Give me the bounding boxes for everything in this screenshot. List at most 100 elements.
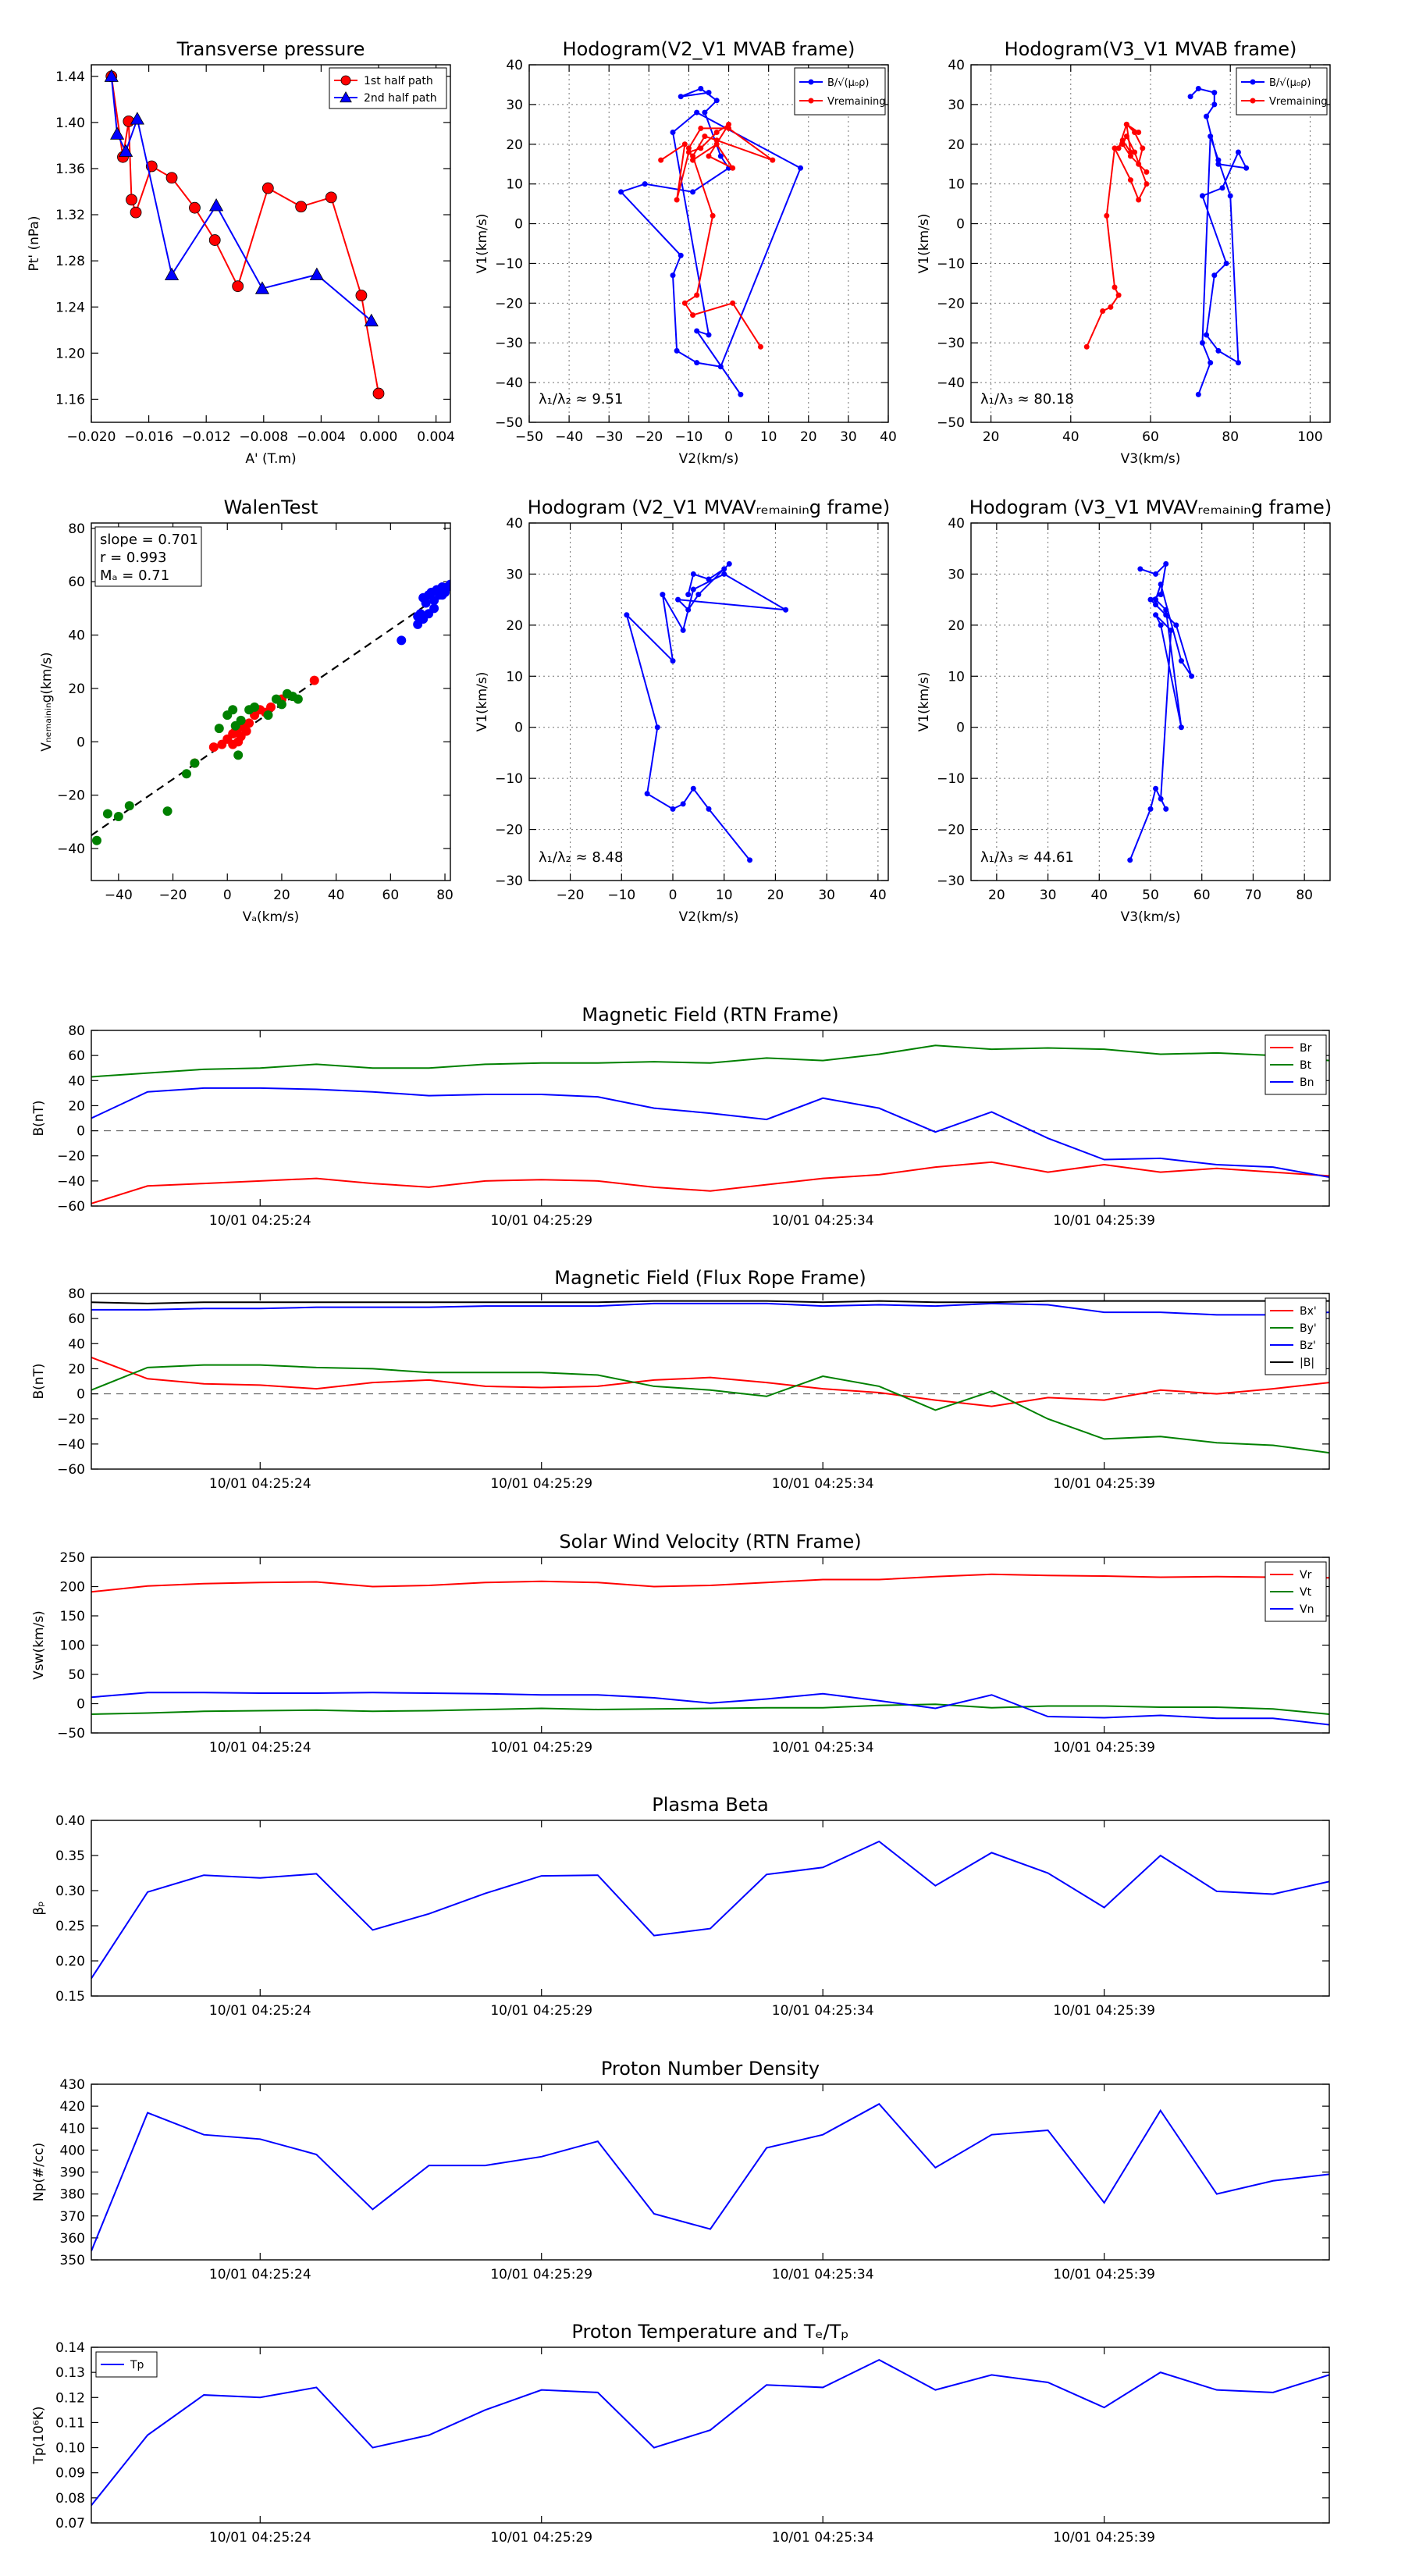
y-tick-label: −50 <box>937 415 965 431</box>
data-point <box>1189 673 1195 679</box>
chart-title: Hodogram (V2_V1 MVAVᵣₑₘₐᵢₙᵢₙg frame) <box>528 496 890 518</box>
data-point <box>293 694 303 704</box>
legend-marker <box>1250 98 1256 104</box>
y-tick-label: 80 <box>68 1023 85 1039</box>
y-tick-label: 20 <box>506 618 523 634</box>
data-point <box>730 300 736 306</box>
stats-line: slope = 0.701 <box>100 532 198 548</box>
data-point <box>1168 627 1174 633</box>
data-point <box>706 332 712 338</box>
series-line-1 <box>1129 561 1193 861</box>
data-point <box>1204 113 1210 119</box>
y-tick-label: 0.09 <box>55 2466 85 2482</box>
data-point <box>713 98 720 104</box>
eigenvalue-ratio: λ₁/λ₂ ≈ 9.51 <box>539 391 623 407</box>
legend-label: B/√(μ₀ρ) <box>1269 77 1311 89</box>
y-tick-label: 20 <box>68 681 85 697</box>
series-line-1 <box>619 87 802 395</box>
series-line-4 <box>91 1300 1329 1304</box>
x-tick-label: 10/01 04:25:34 <box>772 2530 874 2546</box>
data-point <box>1123 121 1129 127</box>
data-point <box>295 201 308 213</box>
data-point <box>1158 592 1164 598</box>
x-axis-label: Vₐ(km/s) <box>243 909 300 925</box>
data-point <box>254 281 270 294</box>
data-point <box>685 149 692 155</box>
plot-frame <box>91 1293 1330 1470</box>
plot-frame <box>91 2347 1330 2524</box>
eigenvalue-ratio: λ₁/λ₃ ≈ 44.61 <box>980 849 1074 866</box>
data-point <box>1243 165 1250 171</box>
x-tick-label: 40 <box>870 888 887 903</box>
data-point <box>1235 360 1241 366</box>
data-point <box>1104 212 1110 219</box>
solar-wind-velocity-panel: Solar Wind Velocity (RTN Frame) −50 0 50 100… <box>31 1531 1330 1756</box>
magnetic-field-flux-rope-panel: Magnetic Field (Flux Rope Frame) −60 −40 −2… <box>31 1267 1330 1492</box>
data-point <box>1199 340 1205 346</box>
x-tick-label: 80 <box>1222 429 1239 445</box>
chart-title: WalenTest <box>224 496 318 518</box>
data-point <box>1147 806 1154 812</box>
data-point <box>309 267 324 281</box>
y-tick-label: −40 <box>57 1437 85 1453</box>
legend-label: 1st half path <box>364 75 433 87</box>
y-tick-label: 370 <box>60 2209 85 2225</box>
plot-frame <box>528 522 889 881</box>
chart-title: Magnetic Field (RTN Frame) <box>582 1004 838 1026</box>
plot-content <box>624 560 789 863</box>
y-tick-label: 20 <box>948 137 965 153</box>
legend-label: Vt <box>1300 1586 1312 1599</box>
data-point <box>261 182 274 194</box>
y-tick-label: −10 <box>937 256 965 272</box>
data-point <box>1211 90 1218 96</box>
y-tick-label: 1.28 <box>55 254 85 269</box>
data-point <box>309 675 319 685</box>
plot-content <box>91 1573 1329 1726</box>
data-point <box>372 387 385 400</box>
data-point <box>685 592 692 598</box>
data-point <box>232 280 244 293</box>
data-point <box>1163 607 1169 613</box>
y-tick-label: 60 <box>68 1048 85 1064</box>
data-point <box>1153 602 1159 608</box>
y-tick-label: 0.12 <box>55 2390 85 2406</box>
data-point <box>1132 149 1138 155</box>
data-point <box>685 607 692 613</box>
y-tick-label: 0.07 <box>55 2516 85 2532</box>
data-point <box>421 598 431 608</box>
data-point <box>681 141 688 148</box>
y-tick-label: 0 <box>956 720 965 736</box>
data-point <box>1211 101 1218 108</box>
x-tick-label: 20 <box>800 429 817 445</box>
data-point <box>674 197 680 203</box>
data-point <box>124 801 134 811</box>
y-tick-label: 200 <box>60 1580 85 1596</box>
data-point <box>717 153 724 159</box>
data-point <box>244 718 254 728</box>
y-tick-label: 1.36 <box>55 162 85 177</box>
plot-content <box>91 1044 1329 1204</box>
y-tick-label: 40 <box>68 1336 85 1352</box>
chart-title: Hodogram(V2_V1 MVAB frame) <box>563 38 855 60</box>
data-point <box>1140 145 1146 151</box>
y-tick-label: 390 <box>60 2165 85 2181</box>
y-axis-label: Vₙₑₘₐᵢₙᵢₙg(km/s) <box>39 652 55 751</box>
plot-frame <box>91 64 451 423</box>
data-point <box>670 272 676 279</box>
x-axis-label: V2(km/s) <box>679 909 739 925</box>
legend-label: |B| <box>1300 1357 1314 1369</box>
stats-line: r = 0.993 <box>100 550 166 566</box>
data-point <box>694 109 700 116</box>
legend-label: By' <box>1300 1322 1317 1335</box>
x-tick-label: 40 <box>328 888 345 903</box>
data-point <box>413 611 423 621</box>
data-point <box>1136 130 1142 136</box>
data-point <box>1187 94 1193 100</box>
data-point <box>1178 724 1184 731</box>
x-tick-label: 10/01 04:25:39 <box>1053 1213 1155 1229</box>
y-tick-label: 0.20 <box>55 1954 85 1969</box>
x-tick-label: −20 <box>557 888 585 903</box>
data-point <box>164 267 180 281</box>
data-point <box>364 313 379 327</box>
hodogram-v2-v1-mvav-panel: Hodogram (V2_V1 MVAVᵣₑₘₐᵢₙᵢₙg frame) −30 −… <box>475 496 890 925</box>
